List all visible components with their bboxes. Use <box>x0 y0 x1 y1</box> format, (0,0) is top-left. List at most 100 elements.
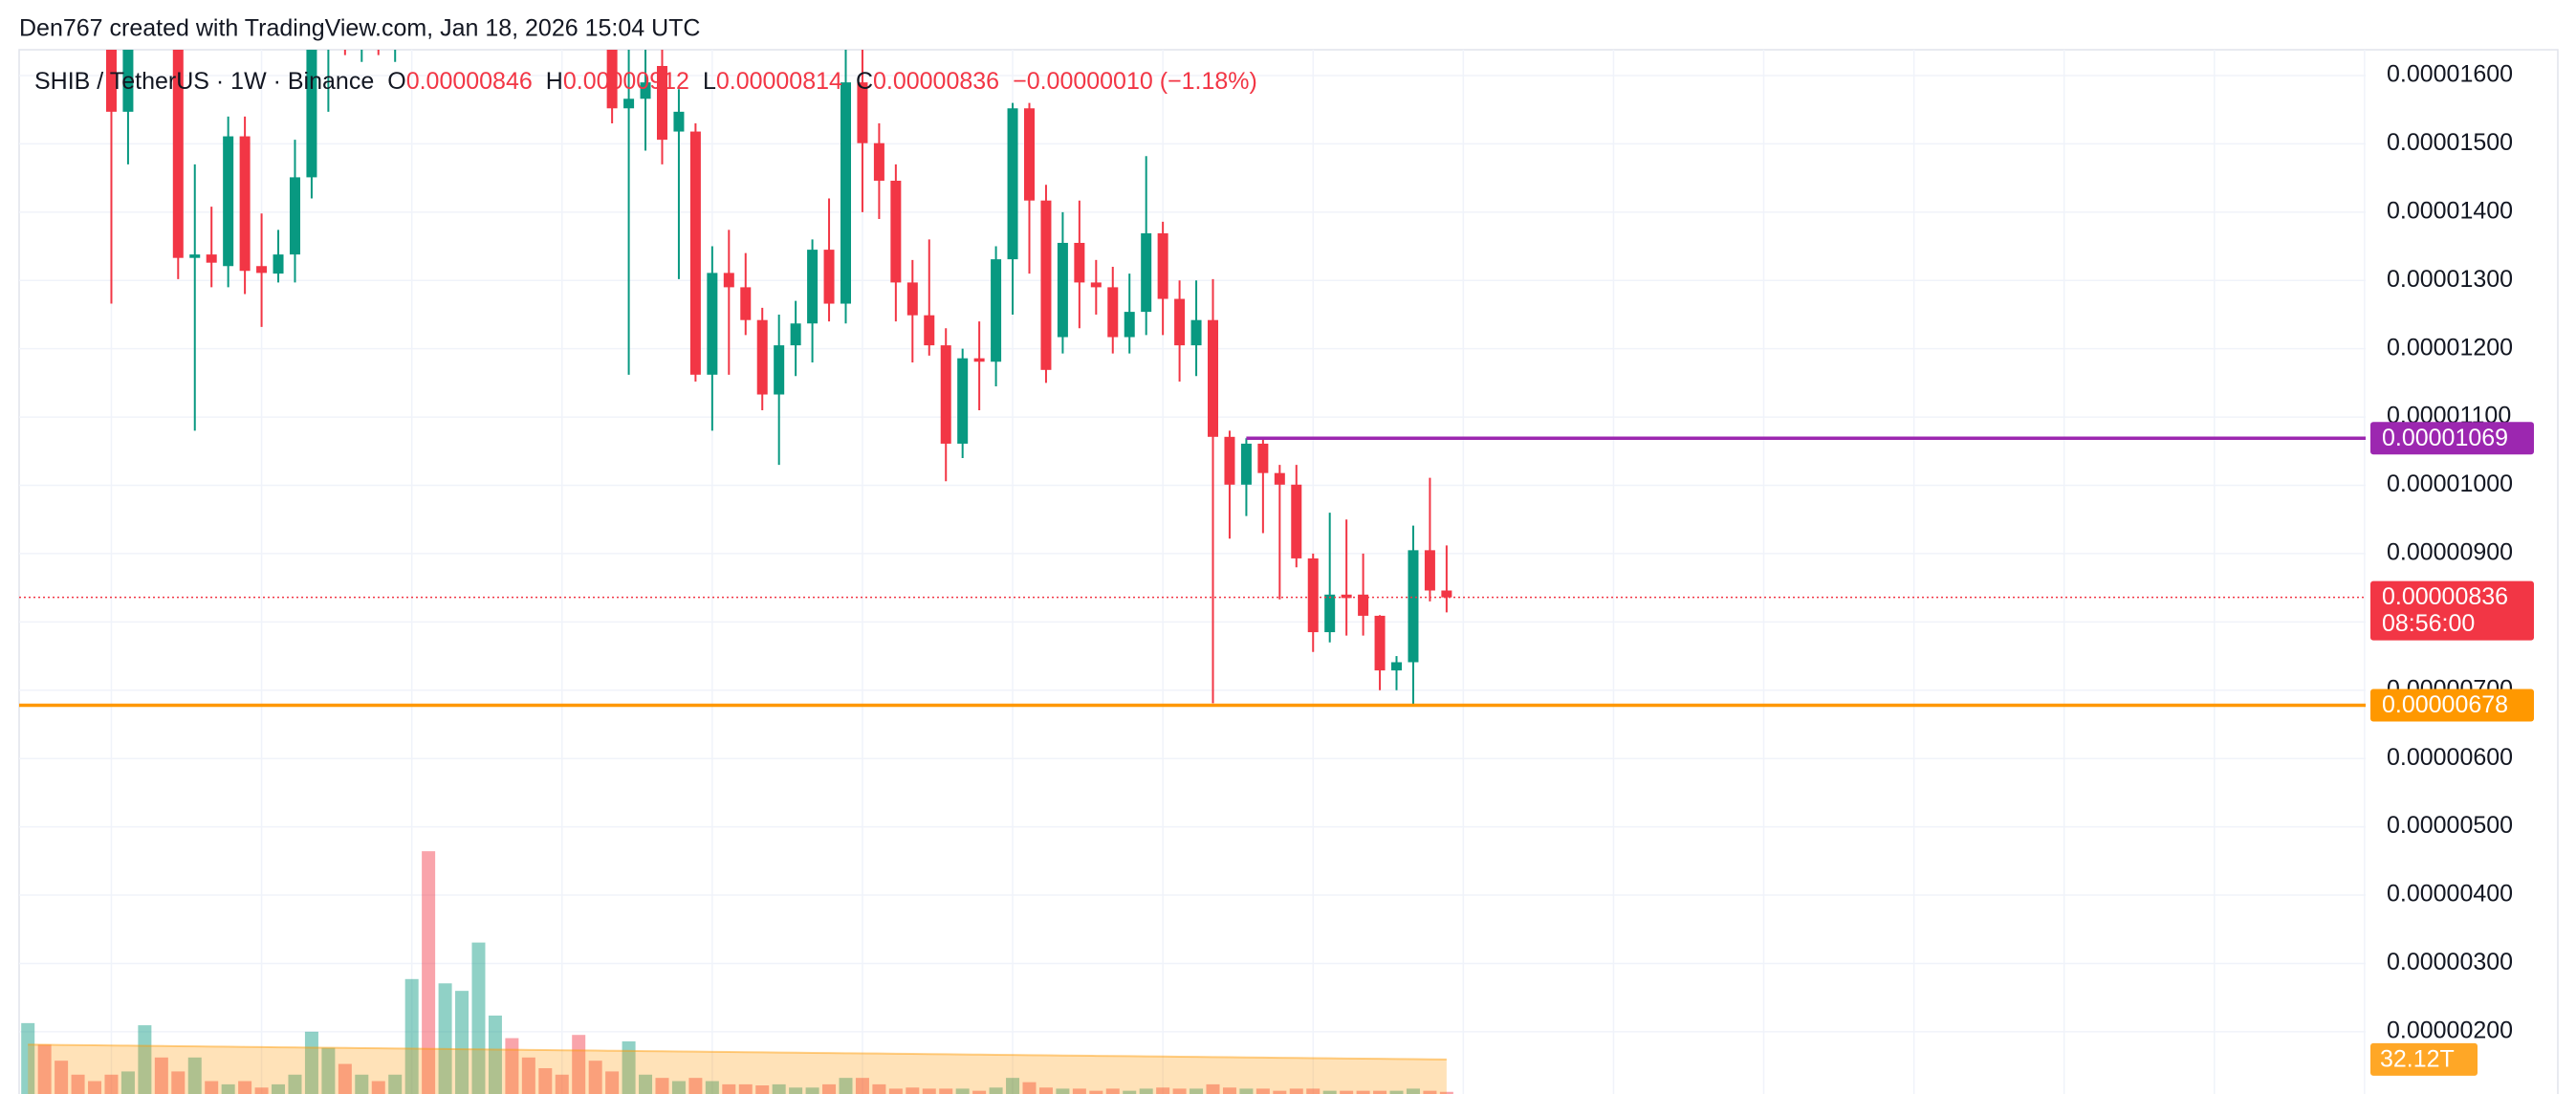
volume-bar <box>1389 1090 1404 1094</box>
candle-body <box>1441 590 1452 598</box>
legend-key: H <box>546 68 563 95</box>
candle-body <box>940 345 951 444</box>
volume-bar <box>71 1074 85 1094</box>
candle-body <box>306 50 317 178</box>
volume-bar <box>989 1087 1003 1094</box>
candle-body <box>957 358 969 444</box>
legend-value: 0.00000814 <box>716 68 842 95</box>
candle-body <box>1190 319 1202 346</box>
y-tick-label: 0.00001400 <box>2387 197 2513 224</box>
level-tag-label: 0.00001069 <box>2382 425 2508 451</box>
candle-body <box>1224 436 1235 485</box>
volume-bar <box>1139 1088 1153 1094</box>
volume-bar <box>471 942 486 1094</box>
volume-bar <box>404 978 419 1094</box>
volume-bar <box>789 1087 803 1094</box>
y-tick-label: 0.00001500 <box>2387 129 2513 156</box>
candle-body <box>656 65 667 141</box>
last-price-label: 0.00000836 <box>2382 583 2508 610</box>
volume-ma-area <box>28 1044 1447 1094</box>
candle-body <box>756 319 768 395</box>
legend-value: 0.00000846 <box>406 68 533 95</box>
volume-bar <box>688 1078 703 1094</box>
volume-bar <box>488 1015 502 1094</box>
volume-bar <box>272 1083 286 1094</box>
candle-body <box>689 131 701 375</box>
y-tick-label: 0.00001300 <box>2387 266 2513 293</box>
legend-line: SHIB / TetherUS · 1W · Binance O0.0000084… <box>34 68 1257 95</box>
volume-bar <box>671 1081 686 1094</box>
legend-value: 0.00000912 <box>563 68 689 95</box>
level-tag <box>2370 689 2534 722</box>
legend-value: 0.00000836 <box>873 68 999 95</box>
y-tick-label: 0.00001000 <box>2387 470 2513 497</box>
candle-body <box>1307 558 1319 633</box>
volume-bar <box>1255 1088 1270 1094</box>
volume-pane <box>21 851 1453 1094</box>
candle-body <box>857 82 868 143</box>
legend-key: C <box>856 68 873 95</box>
level-tag-label: 0.00000678 <box>2382 691 2508 718</box>
volume-bar <box>639 1074 653 1094</box>
price-axis: 0.00001600 0.00001500 0.00001400 0.00001300… <box>2387 61 2513 1044</box>
volume-bar <box>1289 1088 1303 1094</box>
candle-body <box>273 254 284 274</box>
candle-body <box>1358 594 1369 616</box>
volume-bar <box>1123 1090 1137 1094</box>
candle-body <box>623 98 635 109</box>
candle-body <box>105 50 117 112</box>
candle-body <box>1124 312 1135 338</box>
level-tag <box>2370 422 2534 455</box>
y-tick-label: 0.00000200 <box>2387 1017 2513 1043</box>
volume-bar <box>855 1078 869 1094</box>
candle-body <box>289 177 300 255</box>
volume-bar <box>555 1074 569 1094</box>
candle-body <box>807 250 819 324</box>
candle-body <box>723 273 734 288</box>
candle-body <box>873 142 884 181</box>
header: Den767 created with TradingView.com, Jan… <box>19 15 700 42</box>
volume-bar <box>1306 1088 1321 1094</box>
candle-body <box>172 50 184 258</box>
candle-body <box>740 287 752 320</box>
volume-bar <box>388 1074 403 1094</box>
volume-bar <box>805 1087 819 1094</box>
volume-bar <box>1406 1088 1420 1094</box>
candle-body <box>1024 108 1035 201</box>
candle-body <box>973 358 985 362</box>
volume-bar <box>205 1081 219 1094</box>
candle-body <box>790 323 801 346</box>
last-price-tag <box>2370 580 2534 641</box>
y-tick-label: 0.00000500 <box>2387 812 2513 839</box>
legend-symbol: SHIB / TetherUS · 1W · Binance <box>34 68 374 95</box>
volume-ma-line <box>28 1043 1447 1061</box>
volume-bar <box>1222 1087 1236 1094</box>
volume-bar <box>187 1057 202 1094</box>
legend-key: L <box>703 68 716 95</box>
y-tick-label: 0.00001200 <box>2387 334 2513 361</box>
volume-bar <box>738 1083 753 1094</box>
volume-bar <box>254 1087 269 1094</box>
volume-bar <box>1089 1090 1103 1094</box>
volume-bar <box>972 1090 987 1094</box>
volume-bar <box>588 1061 602 1094</box>
candle-body <box>1291 484 1302 558</box>
volume-bar <box>1006 1078 1020 1094</box>
volume-bar <box>906 1087 920 1094</box>
candle-body <box>606 50 618 109</box>
volume-bar <box>1056 1088 1070 1094</box>
volume-bar <box>55 1061 69 1094</box>
volume-tag <box>2370 1042 2478 1076</box>
volume-bar <box>171 1071 186 1094</box>
y-tick-label: 0.00000900 <box>2387 539 2513 566</box>
volume-bar <box>1038 1087 1053 1094</box>
volume-bar <box>1172 1088 1187 1094</box>
candle-body <box>906 282 918 316</box>
candle-body <box>1324 594 1336 633</box>
volume-bar <box>21 1022 35 1094</box>
candles <box>105 50 1452 706</box>
volume-bar <box>1239 1088 1254 1094</box>
chart-frame <box>18 49 2559 1094</box>
